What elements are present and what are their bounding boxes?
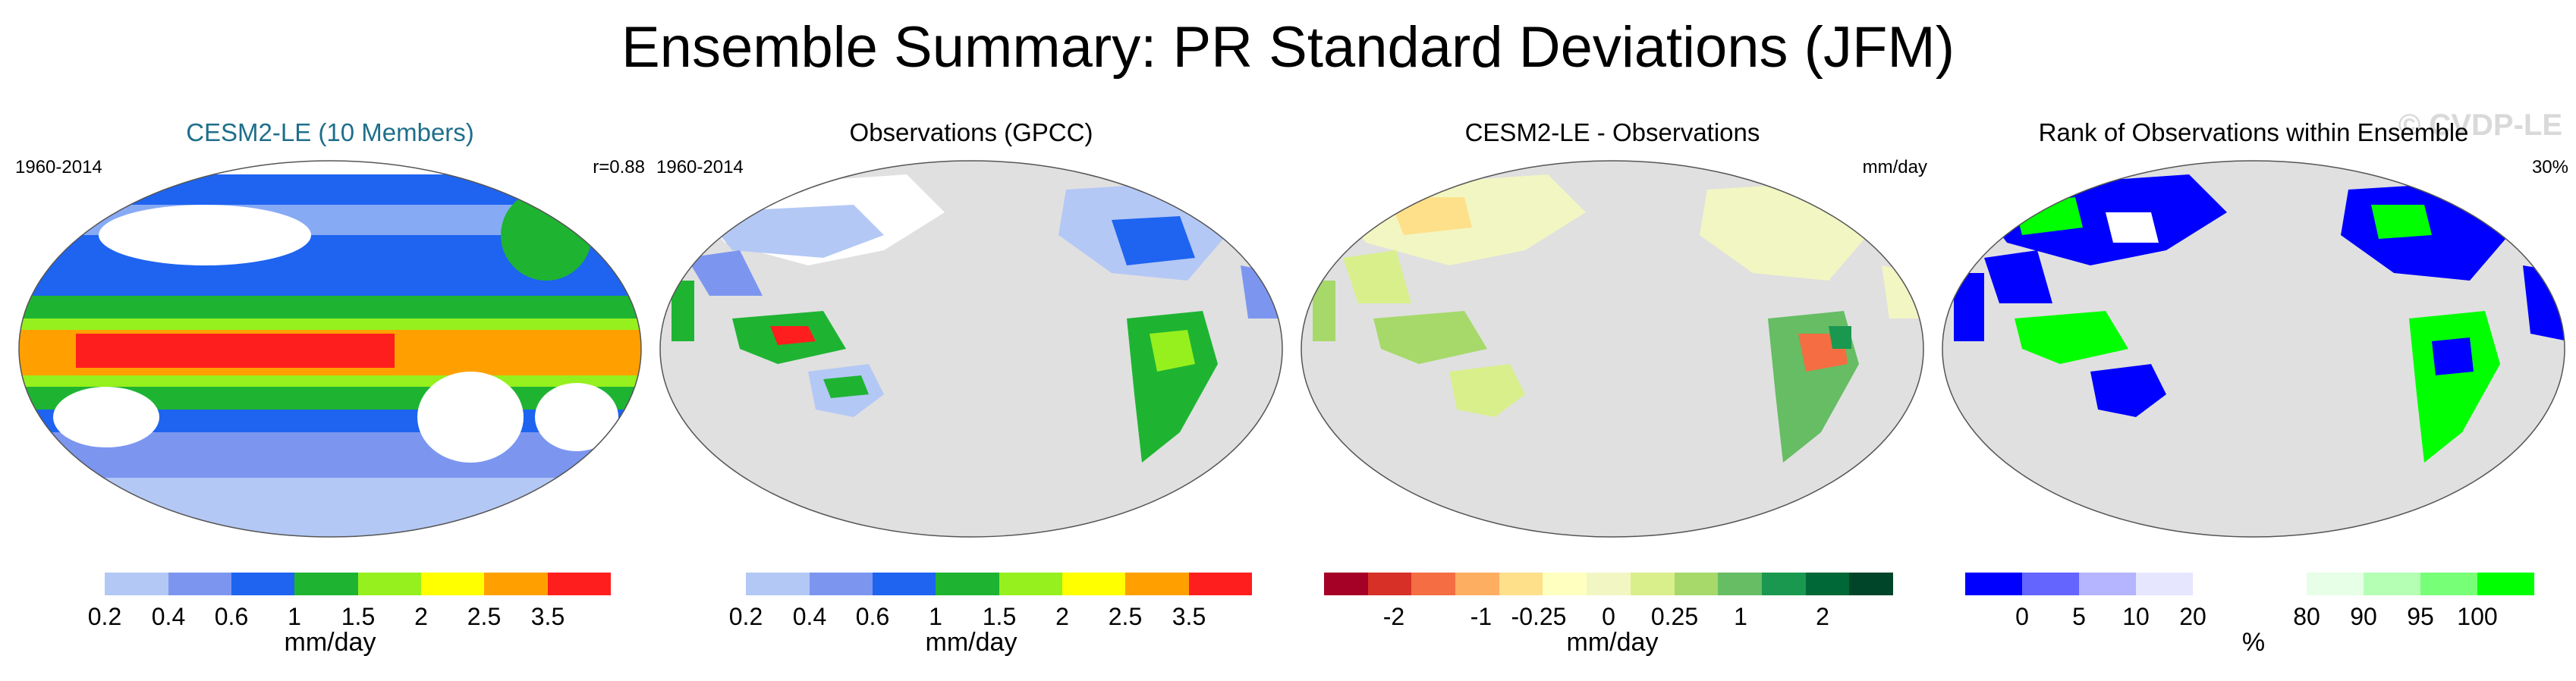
panel-title: Observations (GPCC): [849, 118, 1093, 146]
colorbar-tick: 10: [2122, 603, 2150, 630]
panel-rank: © CVDP-LE Rank of Observations within En…: [1939, 108, 2568, 671]
colorbar: [42, 573, 611, 595]
colorbar-tick: 1: [929, 603, 942, 630]
colorbar-tick: 0.4: [151, 603, 186, 630]
colorbar-tick: 2.5: [1108, 603, 1143, 630]
colorbar-tick: 0.2: [728, 603, 763, 630]
colorbar-tick: 95: [2407, 603, 2434, 630]
colorbar-tick: 2: [1055, 603, 1069, 630]
colorbar-tick: 20: [2179, 603, 2206, 630]
colorbar-tick: 3.5: [530, 603, 565, 630]
panel-observations: Observations (GPCC) 1960-2014: [656, 118, 1286, 671]
colorbar-tick: -1: [1470, 603, 1492, 630]
panel-cesm2-le: CESM2-LE (10 Members) 1960-2014 r=0.88: [15, 118, 645, 671]
colorbar-tick: 0: [1602, 603, 1615, 630]
panel-title: CESM2-LE (10 Members): [186, 118, 474, 146]
colorbar-unit: mm/day: [284, 628, 376, 657]
colorbar-unit: mm/day: [1566, 628, 1659, 657]
colorbar-tick: 80: [2293, 603, 2320, 630]
panel-title: CESM2-LE - Observations: [1464, 118, 1760, 146]
percent-label: 30%: [2531, 157, 2568, 177]
colorbar-tick: 1: [1734, 603, 1747, 630]
colorbar-tick: 1: [288, 603, 301, 630]
colorbar-tick: 0.6: [214, 603, 249, 630]
colorbar-tick: 2.5: [467, 603, 502, 630]
colorbar-tick: 0.2: [87, 603, 122, 630]
colorbar-tick: 3.5: [1172, 603, 1206, 630]
correlation-label: r=0.88: [593, 157, 645, 177]
world-map-cesm2: [18, 160, 642, 538]
main-title: Ensemble Summary: PR Standard Deviations…: [621, 15, 1955, 80]
world-map-difference: [1301, 160, 1924, 538]
colorbar-tick: -0.25: [1511, 603, 1567, 630]
world-map-observations: [659, 160, 1283, 538]
colorbar-tick: 0.6: [855, 603, 890, 630]
colorbar-tick: 0.4: [792, 603, 827, 630]
colorbar-tick: 2: [1816, 603, 1829, 630]
panel-difference: CESM2-LE - Observations mm/day: [1297, 118, 1927, 671]
colorbar: [1965, 573, 2534, 595]
colorbar-tick: 0.25: [1650, 603, 1699, 630]
period-label: 1960-2014: [656, 157, 744, 177]
colorbar-tick: 100: [2457, 603, 2498, 630]
panel-title: Rank of Observations within Ensemble: [2038, 118, 2469, 146]
colorbar: [683, 573, 1252, 595]
world-map-rank: [1942, 160, 2565, 538]
colorbar-unit: mm/day: [925, 628, 1018, 657]
colorbar-tick: 1.5: [982, 603, 1017, 630]
colorbar-tick: 90: [2350, 603, 2377, 630]
colorbar-tick: 0: [2015, 603, 2029, 630]
colorbar: [1324, 573, 1893, 595]
colorbar-tick: 1.5: [341, 603, 376, 630]
colorbar-tick: -2: [1382, 603, 1405, 630]
period-label: 1960-2014: [15, 157, 102, 177]
colorbar-tick: 2: [414, 603, 428, 630]
units-label: mm/day: [1862, 157, 1927, 177]
colorbar-unit: %: [2241, 628, 2266, 657]
colorbar-tick: 5: [2072, 603, 2086, 630]
watermark: © CVDP-LE: [2398, 108, 2562, 142]
